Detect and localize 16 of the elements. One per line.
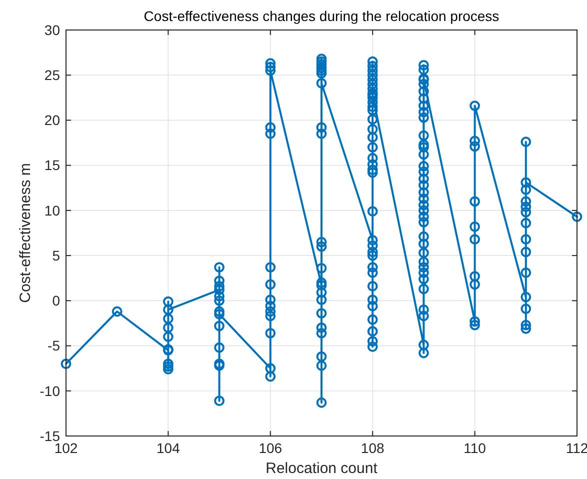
- chart-title: Cost-effectiveness changes during the relocation process: [144, 8, 500, 24]
- y-tick-label: 10: [44, 202, 60, 218]
- x-tick-label: 106: [258, 440, 282, 456]
- x-tick-label: 110: [464, 440, 486, 456]
- y-axis-title: Cost-effectiveness m: [17, 163, 34, 303]
- y-tick-label: 20: [44, 112, 60, 128]
- y-tick-label: 30: [44, 22, 60, 38]
- y-tick-label: -10: [40, 382, 60, 399]
- y-tick-label: 0: [52, 292, 60, 309]
- x-tick-label: 108: [360, 440, 384, 456]
- y-tick-label: 15: [44, 157, 60, 174]
- y-tick-label: -5: [48, 338, 60, 354]
- x-tick-label: 104: [156, 440, 180, 456]
- y-tick-label: 5: [52, 247, 60, 264]
- x-axis-title: Relocation count: [266, 460, 378, 477]
- y-tick-label: 25: [44, 67, 60, 84]
